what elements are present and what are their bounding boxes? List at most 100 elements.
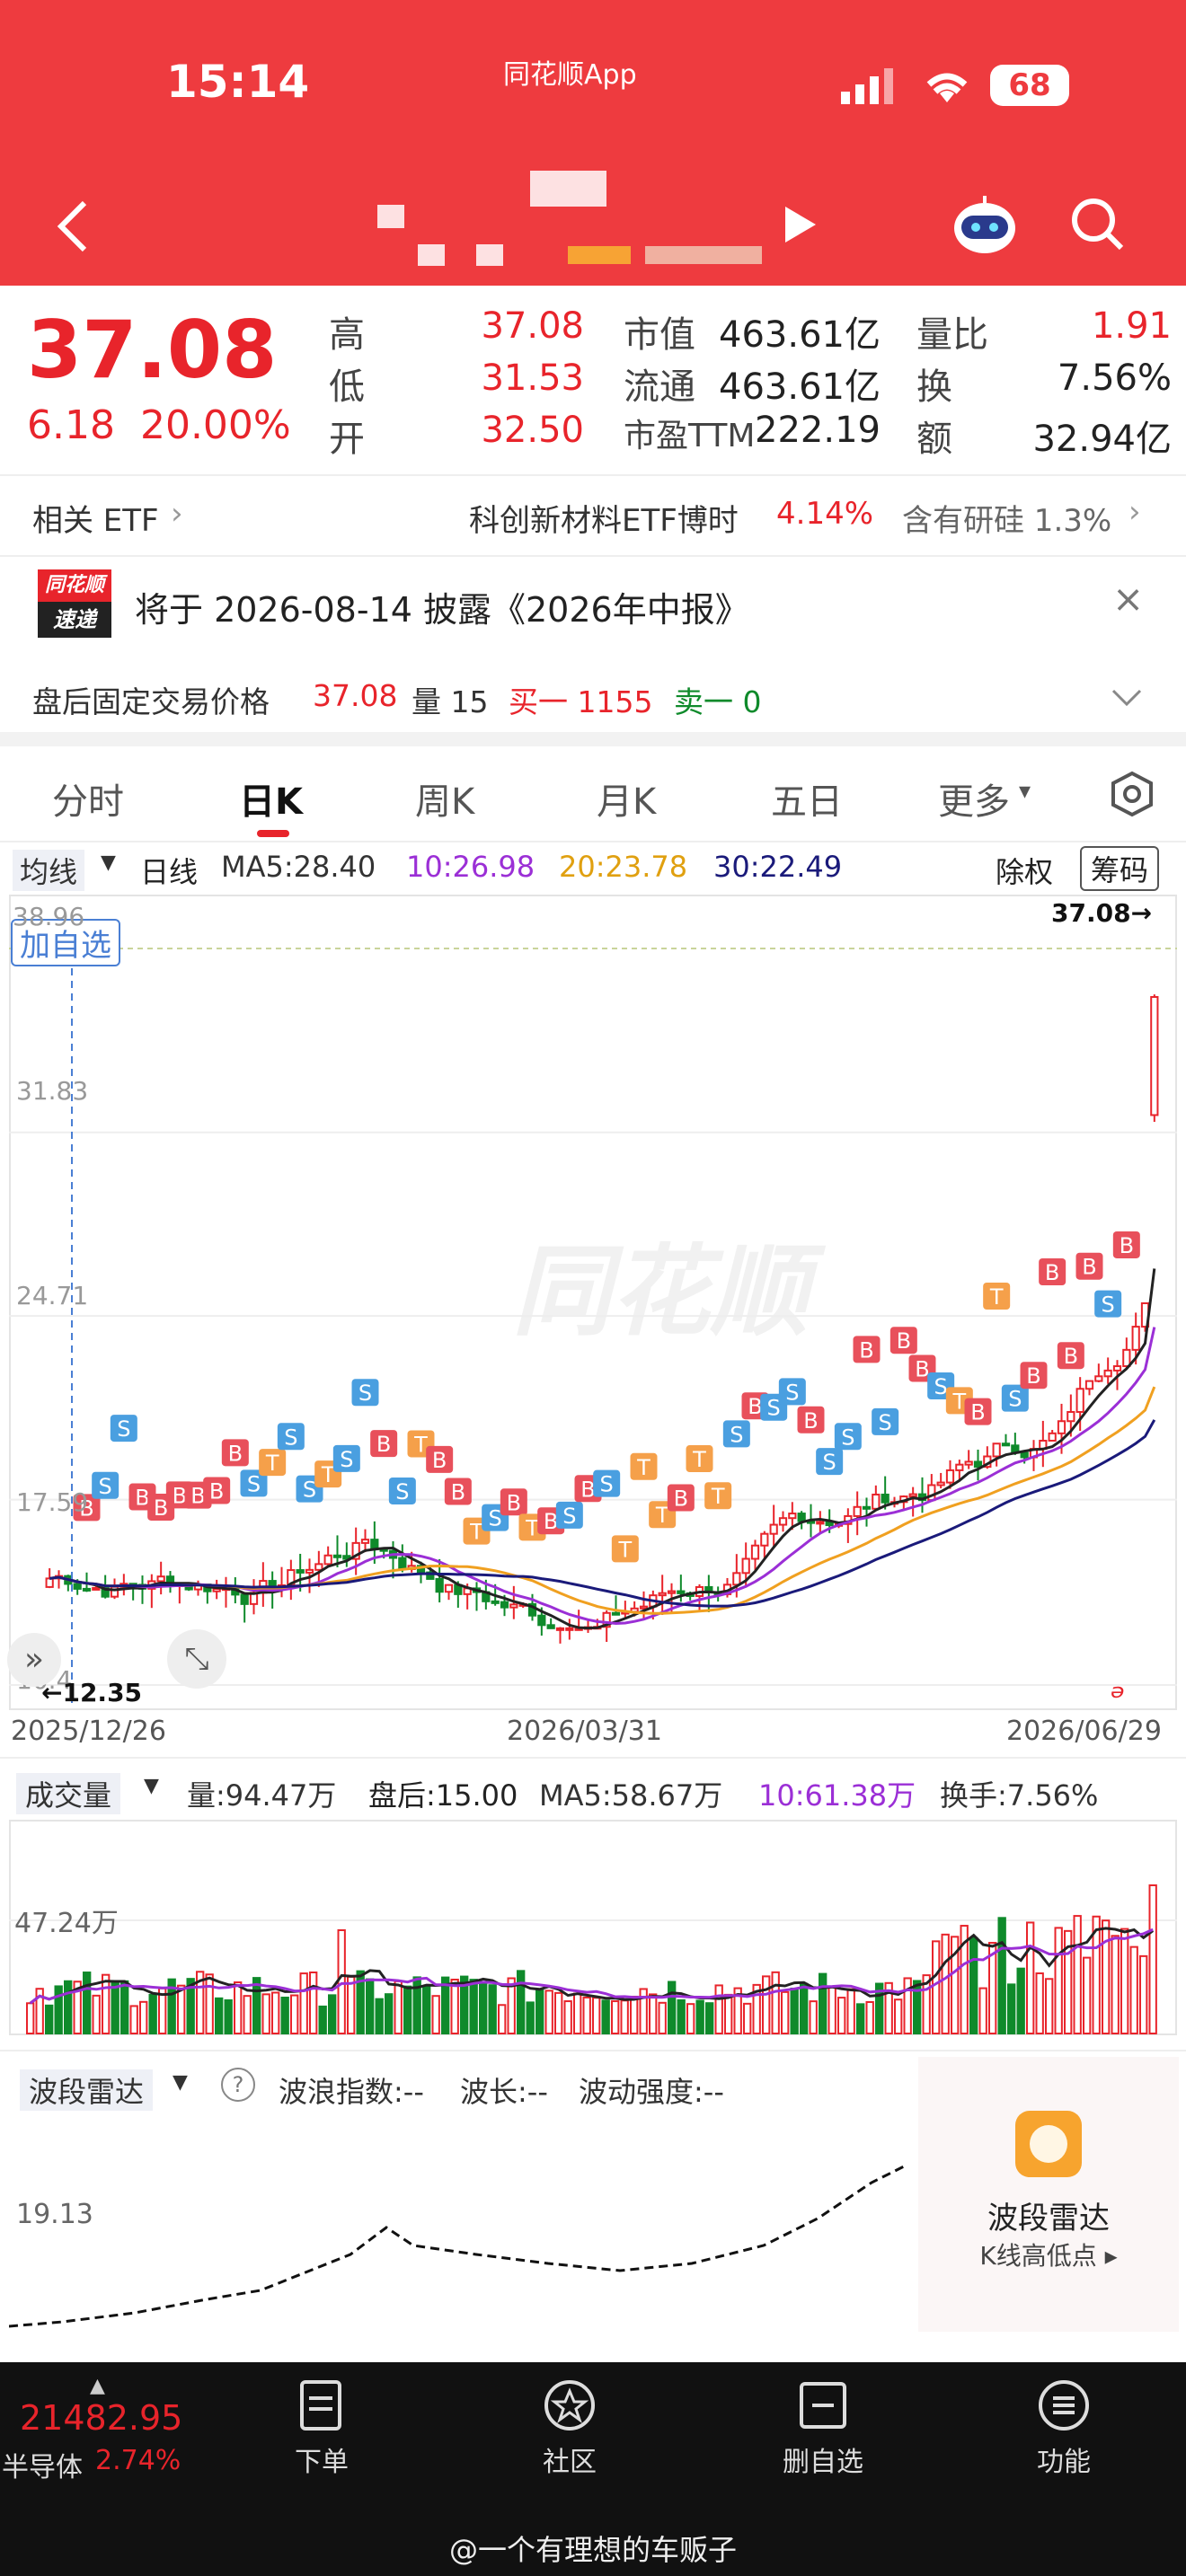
wave-index: 波浪指数:-- — [279, 2075, 424, 2109]
volume-chart[interactable] — [9, 1820, 1177, 2037]
signal-marker-label: B — [173, 1483, 187, 1508]
fullscreen-icon[interactable]: ⤡ — [167, 1629, 226, 1689]
signal-marker-B — [444, 1478, 472, 1505]
volume-bar — [819, 1972, 828, 2034]
ma-selector[interactable]: 均线 — [13, 850, 85, 891]
candle-body — [82, 1587, 92, 1592]
volume-bar — [649, 1993, 658, 2034]
volume-selector[interactable]: 成交量 — [16, 1773, 121, 1814]
signal-marker-label: B — [154, 1495, 168, 1521]
tab-more[interactable]: 更多 — [938, 781, 1010, 823]
float-label: 流通 — [624, 366, 695, 408]
volume-bar — [73, 1981, 82, 2035]
signal-marker-label: B — [544, 1509, 558, 1534]
candle-body — [908, 1493, 917, 1498]
candle-body — [872, 1493, 881, 1510]
candle-body — [778, 1517, 788, 1526]
signal-marker-label: T — [413, 1432, 428, 1457]
signal-marker-B — [797, 1406, 825, 1434]
tab-weekly-k[interactable]: 周K — [415, 781, 475, 823]
candle-body — [1103, 1369, 1112, 1378]
signal-marker-label: T — [617, 1537, 632, 1562]
divider — [0, 555, 1186, 557]
collapse-left-icon[interactable]: » — [7, 1633, 61, 1687]
signal-marker-label: B — [451, 1479, 465, 1504]
tab-five-day[interactable]: 五日 — [771, 781, 843, 823]
wave-radar-icon — [1015, 2111, 1082, 2177]
signal-marker-label: S — [767, 1396, 781, 1421]
status-time: 15:14 — [166, 56, 310, 108]
candle-body — [1001, 1442, 1011, 1447]
volume-bar — [969, 1936, 978, 2034]
candle-body — [862, 1505, 872, 1510]
volume-bar — [129, 2005, 138, 2034]
signal-marker-label: T — [655, 1503, 669, 1528]
signal-marker-label: B — [190, 1484, 205, 1509]
signal-marker-T — [611, 1535, 639, 1563]
notice-banner[interactable]: 同花顺 速递 将于 2026-08-14 披露《2026年中报》 × — [0, 557, 1186, 656]
volume-bar — [385, 1993, 394, 2034]
signal-marker-label: T — [692, 1447, 706, 1472]
section-gap — [0, 732, 1186, 746]
nav-order-label: 下单 — [295, 2447, 349, 2478]
draw-tool-icon[interactable]: ₔ — [1111, 1665, 1126, 1707]
volume-bar — [544, 1989, 553, 2035]
status-app-name: 同花顺App — [503, 59, 637, 91]
volume-bar — [960, 1925, 969, 2034]
tab-intraday[interactable]: 分时 — [52, 781, 124, 823]
add-to-watchlist-button[interactable]: 加自选 — [11, 919, 120, 966]
volume-bar — [196, 1971, 205, 2035]
volume-bar — [941, 1933, 950, 2034]
adjust-label[interactable]: 除权 — [996, 855, 1054, 889]
signal-marker-T — [259, 1449, 287, 1477]
volume-bar — [705, 2002, 714, 2034]
signal-marker-B — [1112, 1231, 1140, 1258]
y-label-top: 38.96 — [13, 902, 85, 931]
after-hours-row[interactable]: 盘后固定交易价格 37.08 量 15 买一 1155 卖一 0 — [0, 660, 1186, 732]
signal-marker-label: S — [730, 1422, 743, 1447]
candle-body — [73, 1583, 82, 1590]
wave-selector[interactable]: 波段雷达 — [20, 2069, 154, 2111]
volume-bar — [1139, 1954, 1148, 2035]
tab-daily-k[interactable]: 日K — [239, 781, 303, 823]
signal-marker-S — [872, 1407, 899, 1435]
chips-button[interactable]: 筹码 — [1080, 846, 1160, 891]
candle-body — [1131, 1326, 1140, 1351]
nav-order[interactable]: 下单 — [268, 2378, 376, 2479]
play-icon[interactable] — [782, 205, 818, 244]
chevron-down-icon[interactable] — [1111, 687, 1143, 709]
volume-bar — [356, 1970, 365, 2034]
candle-body — [750, 1544, 760, 1560]
signal-marker-T — [686, 1445, 713, 1473]
nav-community[interactable]: 社区 — [516, 2378, 624, 2479]
tab-monthly-k[interactable]: 月K — [597, 781, 657, 823]
notice-logo-top: 同花顺 — [38, 569, 111, 602]
index-value[interactable]: 21482.95 — [20, 2398, 183, 2438]
candle-body — [667, 1590, 677, 1594]
back-icon[interactable] — [56, 199, 92, 253]
help-icon[interactable]: ? — [221, 2068, 255, 2102]
candle-body — [1057, 1420, 1067, 1434]
candle-body — [537, 1614, 546, 1627]
signal-marker-label: B — [1045, 1260, 1059, 1285]
close-icon[interactable]: × — [1112, 577, 1145, 621]
volume-bar — [1148, 1884, 1157, 2034]
star-circle-icon — [544, 2380, 595, 2430]
minus-box-icon — [800, 2382, 846, 2429]
candle-body — [816, 1521, 825, 1525]
wave-radar-card[interactable]: 波段雷达 K线高低点 ▸ — [918, 2057, 1179, 2332]
search-icon[interactable] — [1069, 196, 1125, 251]
nav-remove-watchlist[interactable]: 删自选 — [760, 2378, 886, 2479]
candle-body — [741, 1557, 750, 1575]
etf-row[interactable]: 相关 ETF › 科创新材料ETF博时 4.14% 含有研硅 1.3% › — [0, 476, 1186, 555]
robot-assistant-icon[interactable] — [949, 192, 1021, 255]
signal-marker-label: S — [1102, 1292, 1115, 1318]
x-label-mid: 2026/03/31 — [507, 1716, 662, 1747]
candle-body — [1067, 1411, 1075, 1423]
volume-bar — [366, 1978, 375, 2034]
signal-marker-B — [890, 1327, 917, 1354]
settings-hexagon-icon[interactable] — [1109, 771, 1155, 817]
nav-functions-label: 功能 — [1037, 2447, 1091, 2478]
nav-functions[interactable]: 功能 — [1010, 2378, 1118, 2479]
